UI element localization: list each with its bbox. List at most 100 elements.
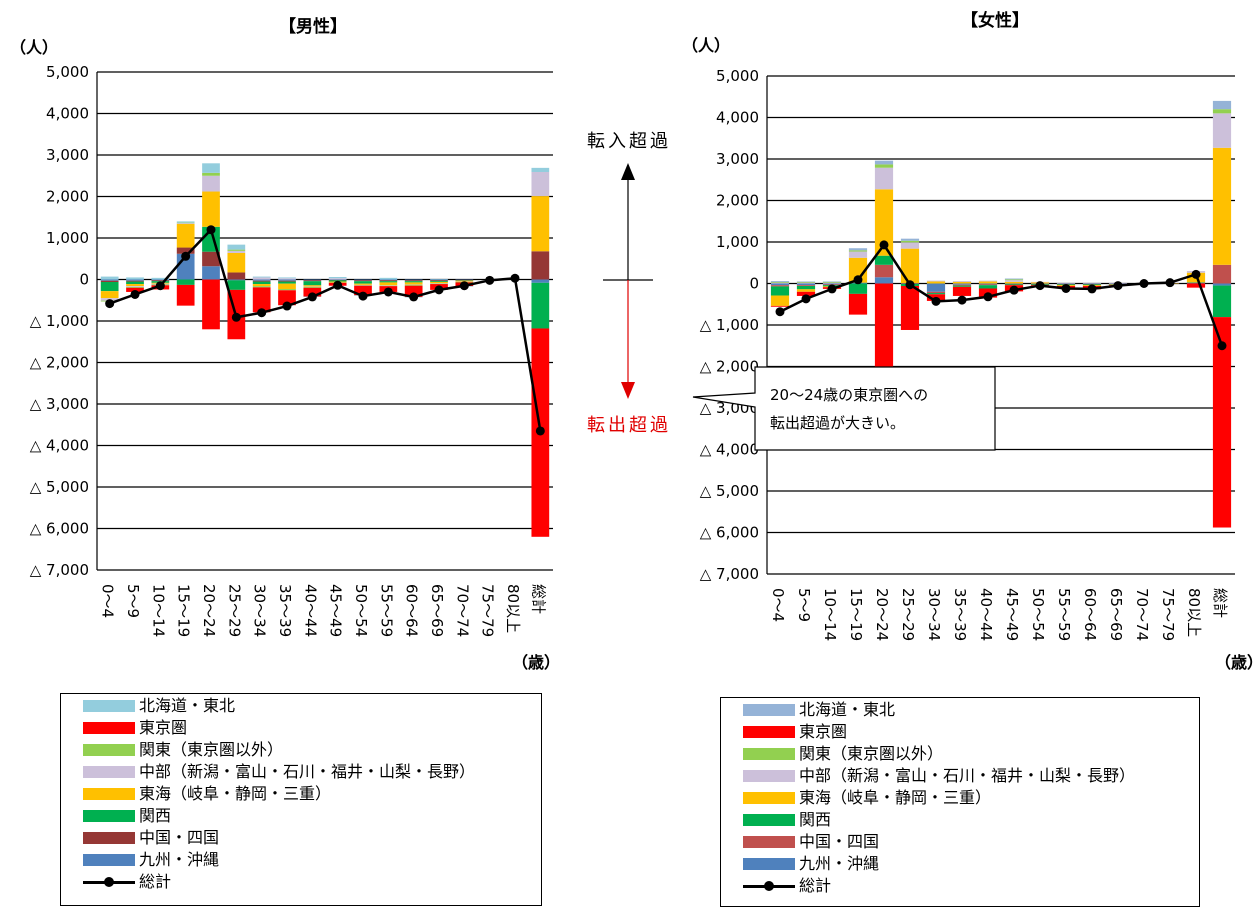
x-tick-label: 総計 [529,584,547,614]
bar-segment [770,286,790,296]
legend-swatch [743,836,795,848]
x-tick-label: 75～79 [479,584,497,637]
bar-segment [404,284,423,285]
bar-segment [126,286,144,287]
total-point [1191,269,1201,279]
bar-segment [379,279,398,281]
bar-segment [252,276,271,278]
bar-segment [176,279,195,285]
bar-segment [978,283,998,285]
down-arrow-icon [621,382,635,399]
bar-segment [822,281,842,283]
x-tick-label: 5～9 [795,588,813,622]
legend-label: 総計 [799,876,832,895]
bar-segment [252,284,271,287]
total-point [434,285,444,295]
y-tick-label: △ 5,000 [700,482,759,500]
legend-label: 東海（岐阜・静岡・三重） [139,784,332,803]
legend-label: 東京圏 [799,722,848,741]
bar-segment [379,285,398,287]
bar-segment [822,282,842,284]
bar-segment [430,281,448,282]
y-tick-label: △ 7,000 [30,561,89,579]
y-tick-label: △ 2,000 [700,358,759,376]
y-tick-label: △ 3,000 [30,395,89,413]
bar-segment [848,250,868,252]
total-point [257,308,267,318]
total-point [879,240,889,250]
bar-segment [227,249,246,251]
bar-segment [796,289,816,292]
legend-swatch [83,722,135,734]
x-tick-label: 50～54 [352,584,370,637]
y-axis-label: （人） [10,38,58,57]
bar-segment [1186,282,1206,283]
y-tick-label: 5,000 [716,67,759,85]
bar-segment [126,277,144,280]
x-tick-label: 70～74 [1133,588,1151,641]
bar-segment [100,280,119,282]
bar-segment [176,221,195,223]
legend-swatch [83,700,135,712]
legend-swatch [743,858,795,870]
bar-segment [379,277,398,280]
bar-segment [328,279,347,280]
total-point [1035,281,1045,291]
x-tick-label: 30～34 [925,588,943,641]
bar-segment [404,280,423,282]
bar-segment [796,283,816,286]
bar-segment [874,160,894,165]
bar-segment [126,279,144,281]
legend-label: 中国・四国 [799,832,880,851]
total-point [409,292,419,302]
bar-segment [874,283,894,369]
total-point [383,287,393,297]
x-tick-label: 0～4 [769,588,787,622]
bar-segment [848,251,868,258]
bar-segment [796,285,816,286]
legend-label: 北海道・東北 [139,696,236,715]
x-tick-label: 35～39 [276,584,294,637]
bar-segment [126,286,144,288]
male-chart: 【男性】 （人） （歳） 5,000 4,000 3,000 2,000 1,000 0 △ 1,… [10,16,560,672]
bar-segment [1056,283,1076,284]
legend-swatch [743,748,795,760]
bar-segment [303,281,322,286]
y-tick-label: 2,000 [46,188,89,206]
bar-segment [100,291,119,299]
legend-label: 関東（東京圏以外） [139,740,284,759]
x-tick-label: 45～49 [327,584,345,637]
bar-segment [126,287,144,292]
y-tick-label: 1,000 [716,233,759,251]
total-point [485,275,495,285]
bar-segment [531,172,550,197]
bar-segment [952,281,972,282]
bar-segment [796,281,816,282]
y-tick-label: 3,000 [716,150,759,168]
bar-segment [848,283,868,294]
bar-segment [328,277,347,279]
bar-segment [978,285,998,289]
bar-segment [1004,281,1024,284]
bar-segment [303,286,322,288]
legend-label: 北海道・東北 [799,700,896,719]
bar-segment [952,284,972,286]
bar-segment [202,175,220,192]
bar-segment [354,283,372,285]
callout-line1: 20～24歳の東京圏への [770,386,928,404]
bar-segment [1056,283,1076,284]
total-point [1113,281,1123,291]
bar-segment [900,242,920,249]
bar-segment [531,282,550,329]
bar-segment [770,295,790,306]
total-point [105,299,115,309]
bar-segment [978,280,998,282]
legend-item: 東京圏 [743,722,847,742]
total-point [282,301,292,311]
female-chart: 【女性】 （人） （歳） 5,000 4,000 3,000 2,000 1,000 0 △ 1,… [682,10,1260,672]
x-tick-label: 15～19 [175,584,193,637]
bar-segment [978,281,998,284]
bar-segment [1004,283,1024,285]
total-point [535,426,545,436]
bar-segment [176,223,195,224]
